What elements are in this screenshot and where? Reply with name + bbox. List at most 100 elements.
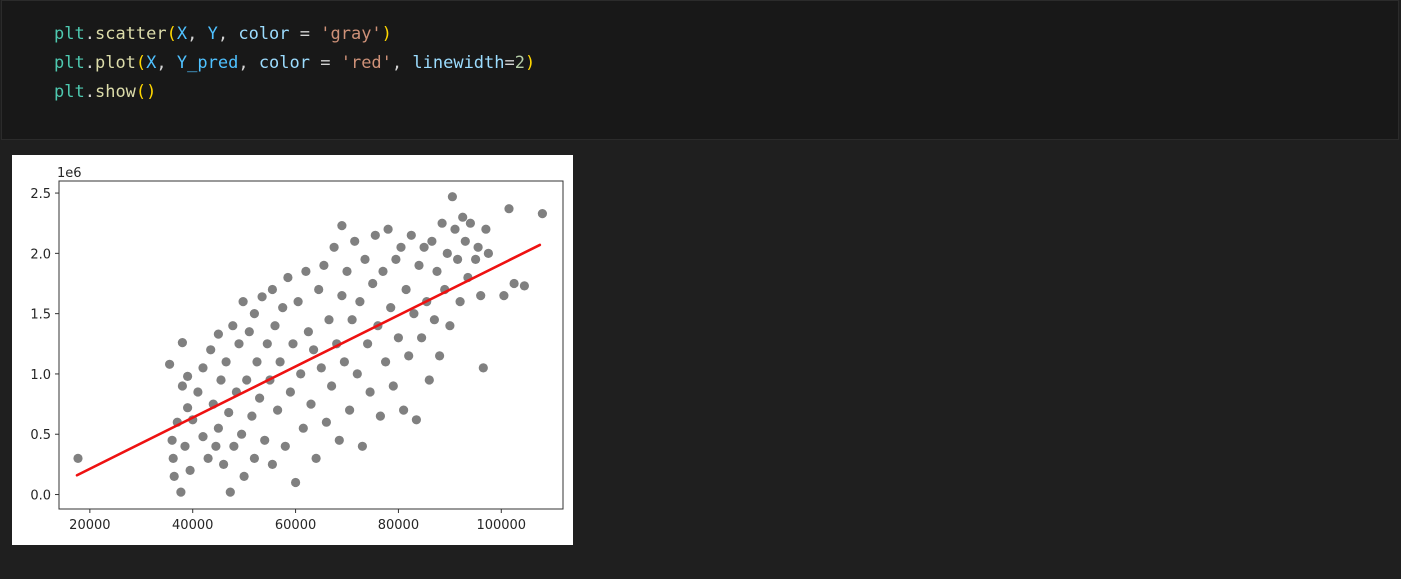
x-tick-label: 40000: [172, 518, 213, 533]
scatter-point: [275, 357, 285, 367]
scatter-point: [453, 254, 463, 264]
scatter-point: [270, 321, 280, 331]
scatter-point: [347, 315, 357, 325]
scatter-point: [203, 453, 213, 463]
scatter-point: [327, 381, 337, 391]
plot-frame: [58, 180, 564, 510]
code-token: .: [84, 53, 95, 73]
code-token: ): [525, 53, 536, 73]
x-tick-label: 80000: [378, 518, 419, 533]
scatter-point: [435, 351, 445, 361]
scatter-point: [249, 453, 259, 463]
scatter-point: [432, 266, 442, 276]
regression-line: [75, 243, 542, 477]
scatter-point: [352, 369, 362, 379]
scatter-point: [296, 369, 306, 379]
y-tick-label: 1.5: [30, 308, 51, 323]
scatter-point: [260, 435, 270, 445]
scatter-point: [311, 453, 321, 463]
scatter-point: [424, 375, 434, 385]
code-token: plt: [54, 53, 85, 73]
scatter-point: [285, 387, 295, 397]
scatter-point: [262, 339, 272, 349]
scatter-point: [509, 278, 519, 289]
scatter-point: [442, 248, 452, 258]
code-token: (): [135, 82, 157, 102]
scatter-point: [198, 363, 208, 373]
scatter-point: [319, 260, 329, 270]
scatter-point: [481, 224, 491, 234]
scatter-point: [306, 399, 316, 409]
scatter-point: [537, 209, 548, 219]
scatter-point: [350, 236, 360, 246]
scatter-point: [301, 266, 311, 276]
code-token: ): [381, 24, 392, 44]
scatter-point: [177, 338, 187, 348]
scatter-point: [471, 254, 481, 264]
scatter-point: [417, 333, 427, 343]
scatter-point: [427, 236, 437, 246]
scatter-point: [363, 339, 373, 349]
scatter-point: [337, 291, 347, 301]
scatter-point: [383, 224, 393, 234]
y-tick-label: 0.0: [30, 489, 51, 504]
scatter-point: [244, 327, 254, 337]
code-editor[interactable]: plt.scatter(X, Y, color = 'gray') plt.plo…: [54, 20, 535, 107]
scatter-point: [460, 236, 470, 246]
code-line: plt.show(): [54, 78, 535, 107]
code-line: plt.plot(X, Y_pred, color = 'red', linew…: [54, 49, 535, 78]
scatter-point: [252, 357, 262, 367]
scatter-point: [483, 248, 493, 258]
scatter-point: [273, 405, 283, 415]
scatter-point: [267, 459, 277, 469]
scatter-point: [293, 297, 303, 307]
scatter-point: [411, 415, 421, 425]
code-token: .: [84, 82, 95, 102]
scatter-point: [183, 371, 193, 381]
scatter-point: [334, 435, 344, 445]
scatter-point: [167, 435, 177, 445]
scatter-point: [168, 453, 178, 463]
y-tick-label: 2.0: [30, 247, 51, 262]
y-axis-offset-label: 1e6: [57, 166, 82, 181]
code-token: color: [258, 53, 310, 73]
code-token: 2: [514, 53, 526, 73]
scatter-point: [391, 254, 401, 264]
scatter-point: [316, 363, 326, 373]
cell-output: 20000 40000 60000 80000 100000 0.0 0.5 1.0 1.5 2.…: [12, 155, 573, 545]
scatter-point: [409, 309, 419, 319]
scatter-point: [337, 221, 347, 231]
scatter-point: [386, 303, 396, 313]
scatter-point: [478, 363, 488, 373]
scatter-point: [309, 345, 319, 355]
code-token: (: [135, 53, 147, 73]
scatter-point: [224, 407, 234, 418]
scatter-point: [393, 333, 403, 343]
scatter-point: [406, 230, 416, 240]
scatter-point: [283, 272, 293, 283]
code-token: linewidth: [412, 53, 505, 73]
code-cell[interactable]: plt.scatter(X, Y, color = 'gray') plt.plo…: [1, 0, 1399, 140]
code-line: plt.scatter(X, Y, color = 'gray'): [54, 20, 535, 49]
code-token: =: [310, 53, 341, 73]
scatter-point: [401, 284, 411, 295]
code-token: plt: [54, 24, 85, 44]
scatter-point: [445, 321, 455, 331]
x-tick-label: 20000: [69, 518, 110, 533]
code-token: Y_pred: [176, 53, 239, 73]
scatter-point: [396, 242, 406, 252]
code-token: plot: [94, 53, 136, 73]
scatter-point: [165, 359, 175, 369]
scatter-point: [450, 224, 460, 234]
scatter-point: [213, 329, 223, 339]
y-tick-label: 0.5: [30, 428, 51, 443]
scatter-point: [342, 266, 352, 276]
scatter-point: [73, 453, 83, 463]
code-token: show: [94, 82, 136, 102]
scatter-point: [324, 315, 334, 325]
scatter-point: [198, 432, 208, 442]
scatter-point: [357, 441, 367, 451]
code-token: ,: [156, 53, 177, 73]
scatter-point: [228, 321, 238, 331]
code-token: color: [238, 24, 290, 44]
